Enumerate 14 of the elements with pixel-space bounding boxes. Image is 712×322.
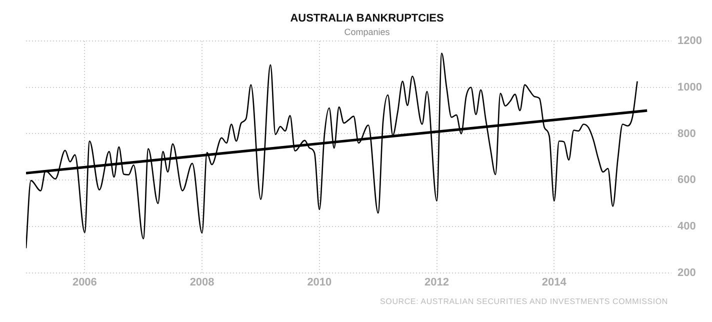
chart-subtitle: Companies bbox=[344, 27, 390, 38]
y-tick-label: 400 bbox=[678, 220, 696, 232]
x-tick-label: 2012 bbox=[424, 276, 450, 288]
source-note: SOURCE: AUSTRALIAN SECURITIES AND INVESTMENTS COMMISSION bbox=[380, 297, 668, 306]
x-tick-label: 2008 bbox=[190, 276, 214, 288]
chart-title: AUSTRALIA BANKRUPTCIES bbox=[290, 12, 444, 25]
x-tick-label: 2014 bbox=[542, 276, 568, 288]
x-tick-label: 2006 bbox=[72, 276, 97, 288]
x-tick-label: 2010 bbox=[307, 276, 332, 288]
y-tick-label: 1200 bbox=[678, 35, 702, 48]
y-tick-label: 600 bbox=[678, 174, 696, 186]
y-tick-label: 800 bbox=[678, 128, 696, 140]
y-tick-label: 200 bbox=[678, 266, 696, 279]
y-tick-label: 1000 bbox=[678, 81, 702, 94]
